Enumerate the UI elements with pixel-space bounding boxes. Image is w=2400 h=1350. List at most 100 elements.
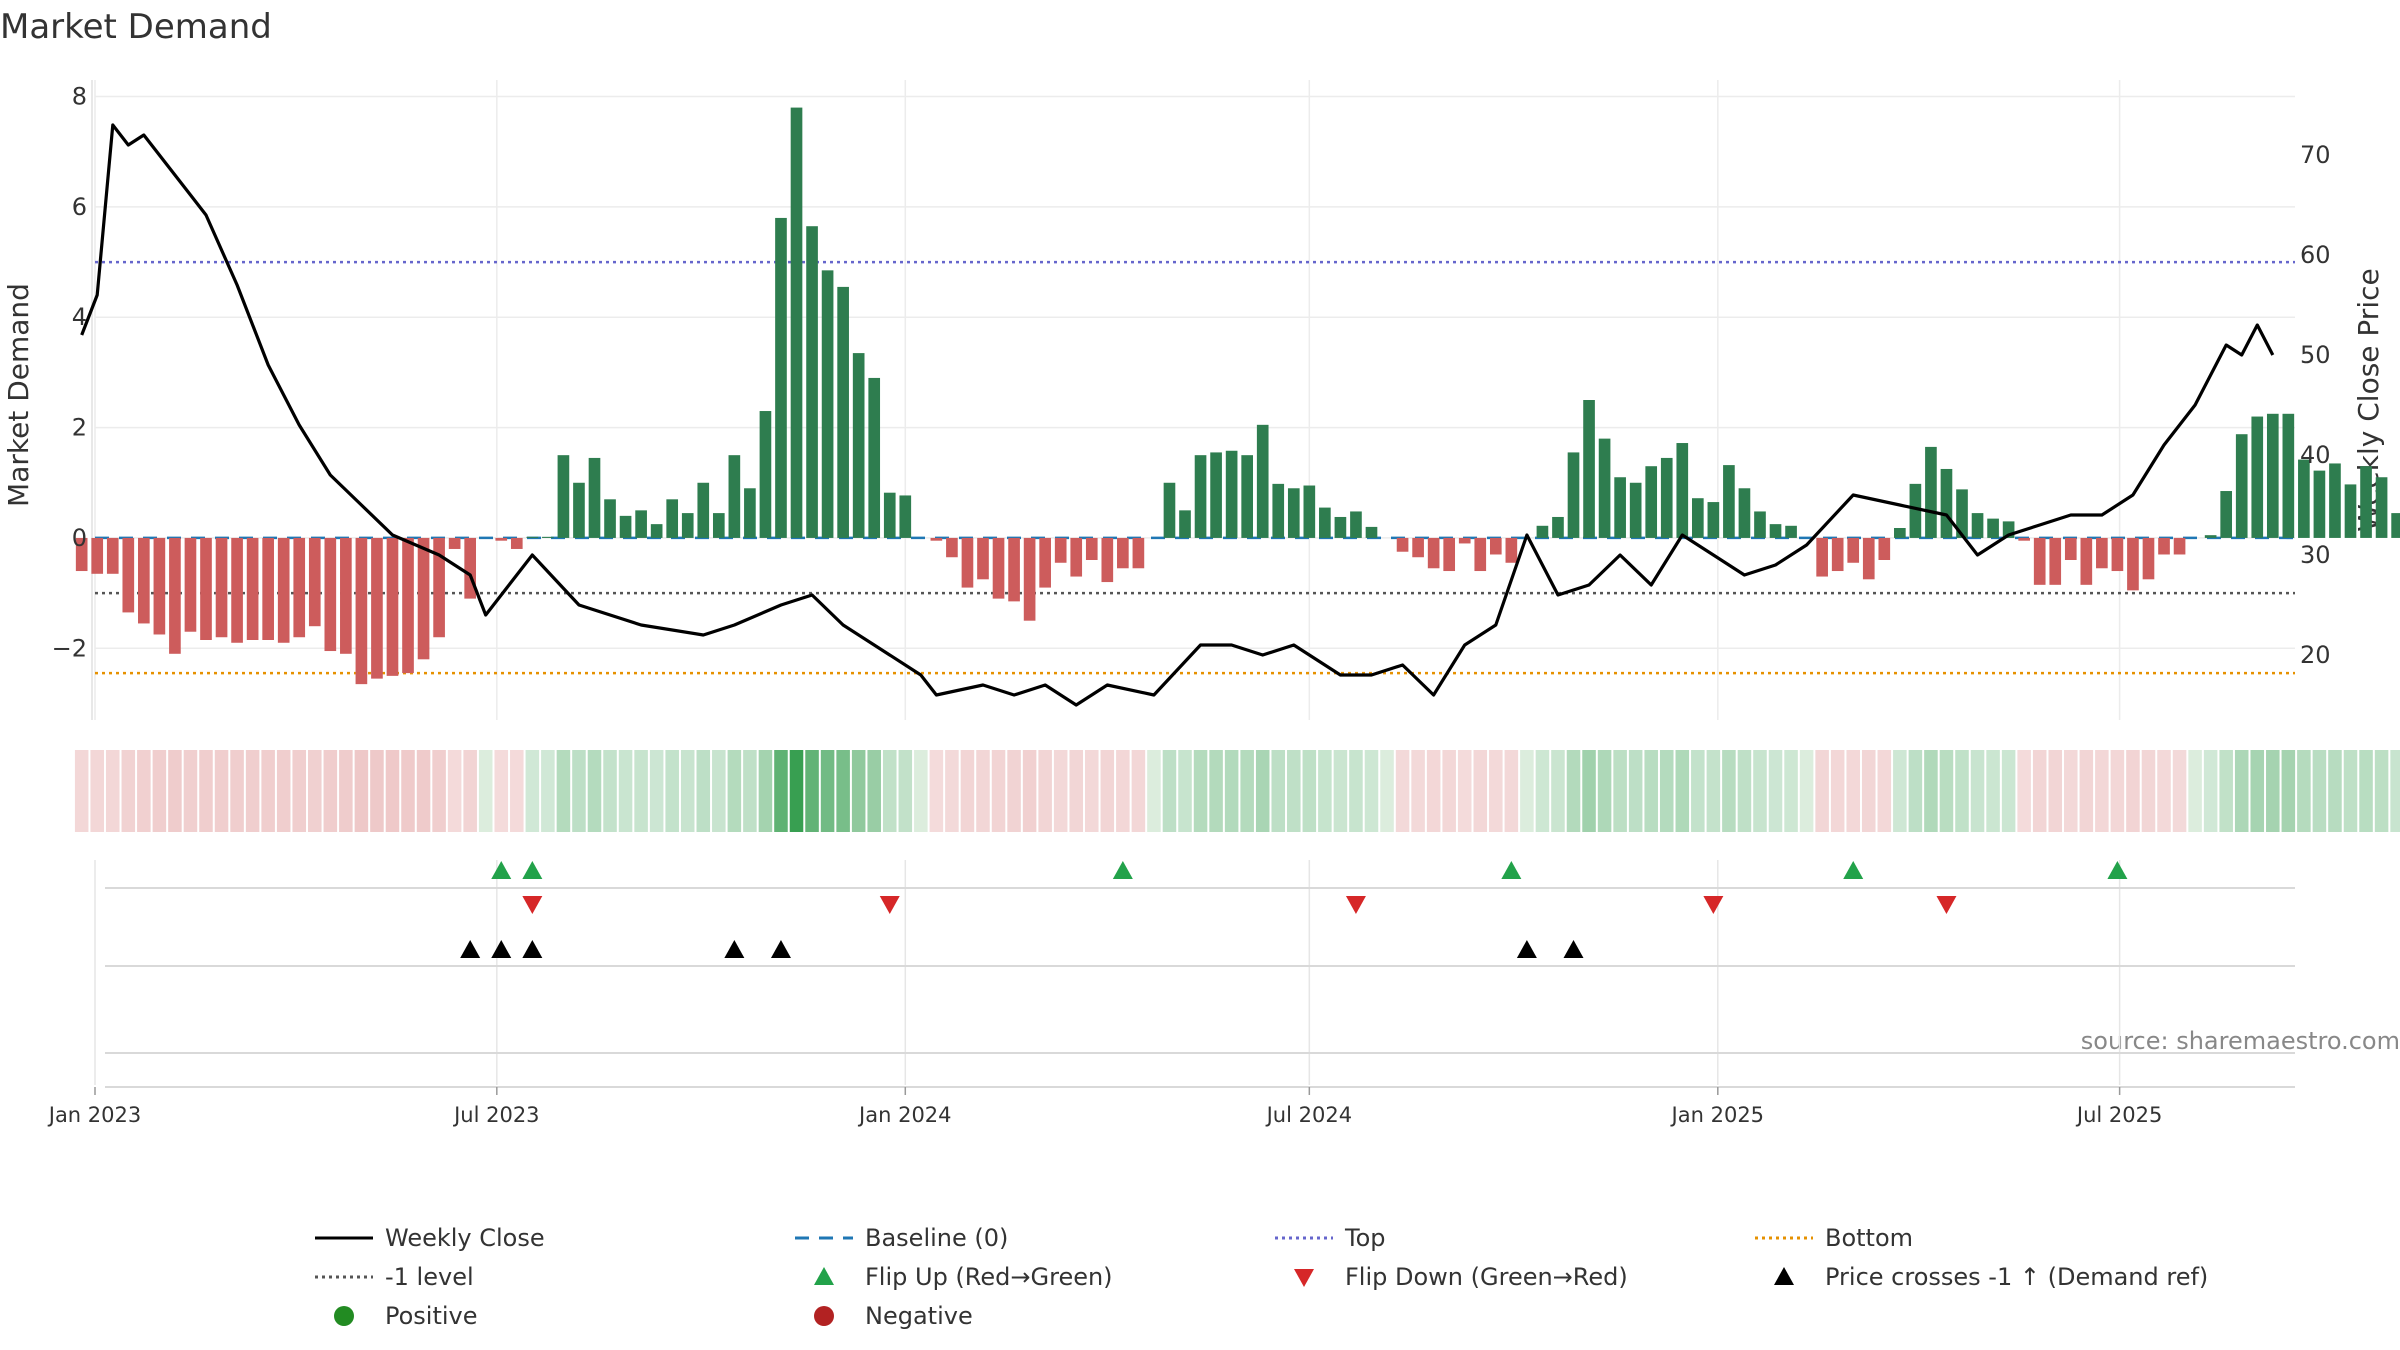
heat-strip-cell	[1628, 750, 1643, 832]
heat-strip-cell	[1162, 750, 1177, 832]
positive-demand-bar	[2251, 416, 2264, 538]
heat-strip-cell	[1302, 750, 1317, 832]
negative-demand-bar	[1474, 537, 1487, 572]
heat-strip-cell	[1053, 750, 1068, 832]
positive-demand-bar	[1645, 466, 1658, 538]
positive-demand-bar	[542, 536, 554, 538]
heat-strip-cell	[572, 750, 586, 832]
heat-strip-cell	[867, 750, 881, 832]
negative-demand-bar	[448, 537, 461, 549]
heat-strip-cell	[1318, 750, 1332, 832]
x-axis-ticks: Jan 2023 Jul 2023 Jan 2024 Jul 2024 Jan 2025…	[47, 1087, 2162, 1127]
positive-demand-bar	[2220, 491, 2233, 538]
negative-demand-bar	[1412, 537, 1424, 558]
negative-demand-bar	[2033, 537, 2046, 585]
heat-strip-cell	[898, 750, 913, 832]
y2-tick-label: 70	[2300, 141, 2331, 169]
heat-strip-cell	[1349, 750, 1363, 832]
heat-strip-cell	[2095, 750, 2109, 832]
heat-strip-cell	[991, 750, 1006, 832]
heat-strip-cell	[1473, 750, 1488, 832]
x-tick-label: Jan 2023	[47, 1103, 142, 1127]
negative-demand-bar	[138, 537, 150, 624]
negative-demand-bar	[1862, 537, 1875, 580]
heat-strip-cell	[1830, 750, 1845, 832]
positive-demand-bar	[1940, 468, 1953, 538]
y2-tick-label: 60	[2300, 241, 2331, 269]
negative-demand-bar	[2049, 537, 2062, 585]
negative-demand-bar	[262, 537, 274, 640]
positive-demand-bar	[2282, 413, 2295, 538]
heat-strip-cell	[1955, 750, 1969, 832]
negative-demand-bar	[293, 537, 306, 638]
negative-demand-bar	[1396, 537, 1409, 552]
negative-demand-bar	[371, 537, 383, 679]
positive-demand-bar	[1272, 483, 1285, 538]
heat-strip-cell	[1240, 750, 1254, 832]
heat-strip-cell	[1442, 750, 1456, 832]
legend-label: Flip Up (Red→Green)	[865, 1263, 1113, 1291]
positive-demand-bar	[1738, 488, 1751, 538]
legend-item: Price crosses -1 ↑ (Demand ref)	[1774, 1263, 2208, 1291]
heat-strip-cell	[1675, 750, 1690, 832]
positive-demand-bar	[2391, 513, 2400, 538]
heat-strip-cell	[385, 750, 400, 832]
y2-tick-label: 40	[2300, 441, 2331, 469]
positive-demand-bar	[821, 270, 834, 538]
negative-demand-bar	[106, 537, 119, 574]
heat-strip-cell	[74, 750, 89, 832]
heat-strip-cell	[976, 750, 990, 832]
heat-strip-cell	[1644, 750, 1658, 832]
heat-strip-cell	[836, 750, 850, 832]
y-tick-label: 6	[72, 193, 87, 221]
flip-down-marker	[1345, 896, 1366, 914]
x-tick-label: Jan 2025	[1670, 1103, 1765, 1127]
heat-strip-cell	[121, 750, 136, 832]
heat-strip-cell	[1582, 750, 1596, 832]
heat-strip-cell	[1846, 750, 1860, 832]
positive-demand-bar	[526, 536, 539, 538]
heat-strip-cell	[90, 750, 104, 832]
positive-demand-bar	[1319, 507, 1331, 538]
negative-demand-bar	[2127, 537, 2139, 591]
heat-strip-cell	[183, 750, 198, 832]
heat-strip-cell	[1986, 750, 2000, 832]
negative-demand-bar	[184, 537, 197, 632]
positive-demand-bar	[1956, 489, 1968, 538]
legend-item: -1 level	[315, 1263, 474, 1291]
y-tick-label: −2	[52, 634, 87, 662]
negative-demand-bar	[1023, 537, 1036, 621]
legend-swatch	[1774, 1267, 1794, 1285]
flip-down-marker	[879, 896, 900, 914]
negative-demand-bar	[2080, 537, 2093, 585]
positive-demand-bar	[1691, 498, 1704, 538]
source-note: source: sharemaestro.com	[2081, 1027, 2400, 1055]
heat-strip-cell	[370, 750, 384, 832]
heat-strip-cell	[1924, 750, 1938, 832]
positive-demand-bar	[619, 515, 632, 538]
heat-strip-cell	[1659, 750, 1674, 832]
positive-demand-bar	[1754, 511, 1766, 538]
heat-strip-cell	[168, 750, 182, 832]
positive-demand-bar	[650, 524, 663, 538]
heat-strip-cell	[1737, 750, 1752, 832]
legend-label: Weekly Close	[385, 1224, 545, 1252]
positive-demand-bar	[2204, 535, 2217, 538]
negative-demand-bar	[1427, 537, 1440, 569]
flip-down-marker	[1936, 896, 1957, 914]
heat-strip-cell	[2297, 750, 2311, 832]
heat-strip-cell	[2110, 750, 2125, 832]
heat-strip-cell	[494, 750, 509, 832]
demand-bars	[75, 107, 2400, 685]
positive-demand-bar	[2360, 466, 2372, 538]
positive-demand-bar	[1365, 526, 1378, 538]
legend-item: Top	[1275, 1224, 1386, 1252]
flip-up-marker	[1501, 861, 1522, 879]
heat-strip-cell	[2203, 750, 2218, 832]
positive-demand-bar	[2298, 459, 2310, 538]
heat-strip-cell	[1085, 750, 1099, 832]
heat-strip-cell	[2374, 750, 2389, 832]
heat-strip-cell	[1131, 750, 1146, 832]
negative-demand-bar	[417, 537, 430, 660]
negative-demand-bar	[169, 537, 181, 654]
